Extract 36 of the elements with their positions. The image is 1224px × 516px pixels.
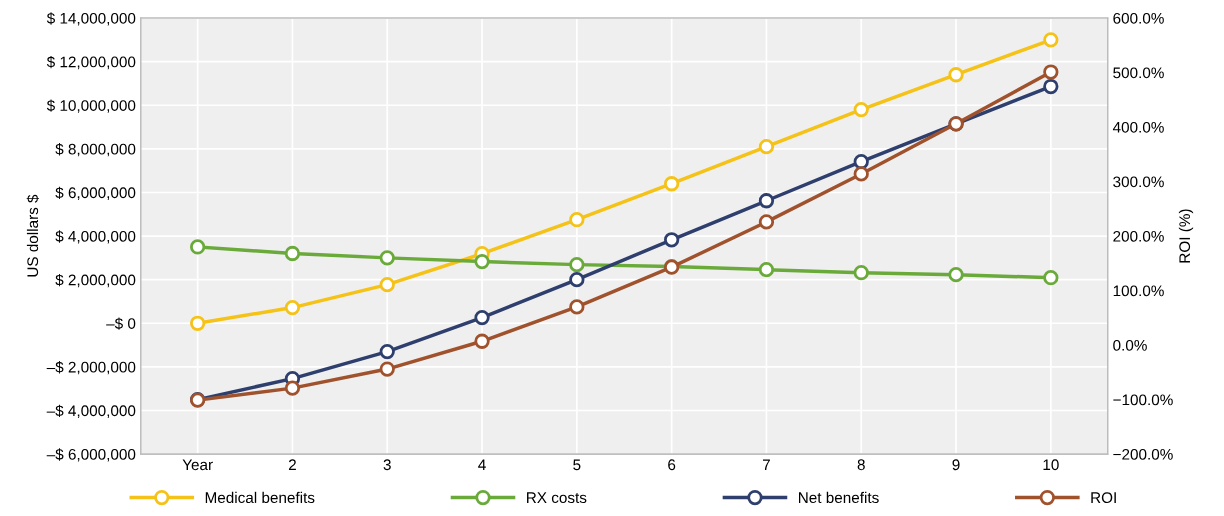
x-tick-label: 7 <box>762 459 770 471</box>
y-tick-label: –$ 4,000,000 <box>46 404 136 418</box>
y-axis-title: US dollars $ <box>26 194 40 277</box>
y-tick-label: –$ 2,000,000 <box>46 361 136 375</box>
y-tick-label: $ 6,000,000 <box>55 186 136 200</box>
y-tick-label: $ 14,000,000 <box>46 12 136 26</box>
x-tick-label: 8 <box>857 459 865 471</box>
x-tick-label: 2 <box>288 459 296 471</box>
x-tick-label: 6 <box>668 459 676 471</box>
y-tick-label: $ 2,000,000 <box>55 273 136 288</box>
x-tick-label: 9 <box>952 459 960 471</box>
x-tick-label: 4 <box>478 459 486 471</box>
x-tick-label: 3 <box>383 459 391 471</box>
y2-tick-label: 100.0% <box>1113 285 1164 297</box>
legend-label: RX costs <box>527 492 587 504</box>
y2-tick-label: 600.0% <box>1113 12 1164 24</box>
y2-axis-title: ROI (%) <box>1178 209 1194 263</box>
x-tick-label: 10 <box>1043 459 1059 471</box>
y-tick-label: $ 12,000,000 <box>46 55 136 70</box>
x-tick-label: 5 <box>573 459 581 471</box>
y2-tick-label: −100.0% <box>1113 394 1173 406</box>
y2-tick-label: 300.0% <box>1113 176 1164 188</box>
y2-tick-label: 200.0% <box>1113 230 1164 242</box>
legend-label: ROI <box>1091 492 1116 504</box>
y-tick-label: $ 4,000,000 <box>55 230 136 244</box>
y2-tick-label: 0.0% <box>1113 339 1147 351</box>
y-tick-label: –$ 0 <box>106 317 136 330</box>
y2-tick-label: 500.0% <box>1113 67 1164 79</box>
x-tick-label: Year <box>182 459 213 471</box>
y-tick-label: $ 10,000,000 <box>46 99 136 113</box>
y2-tick-label: 400.0% <box>1112 121 1164 133</box>
y-tick-label: $ 8,000,000 <box>55 143 136 157</box>
y-tick-label: –$ 6,000,000 <box>46 448 136 462</box>
legend-label: Medical benefits <box>205 491 315 504</box>
legend-label: Net benefits <box>798 491 879 504</box>
y2-tick-label: −200.0% <box>1113 448 1173 460</box>
